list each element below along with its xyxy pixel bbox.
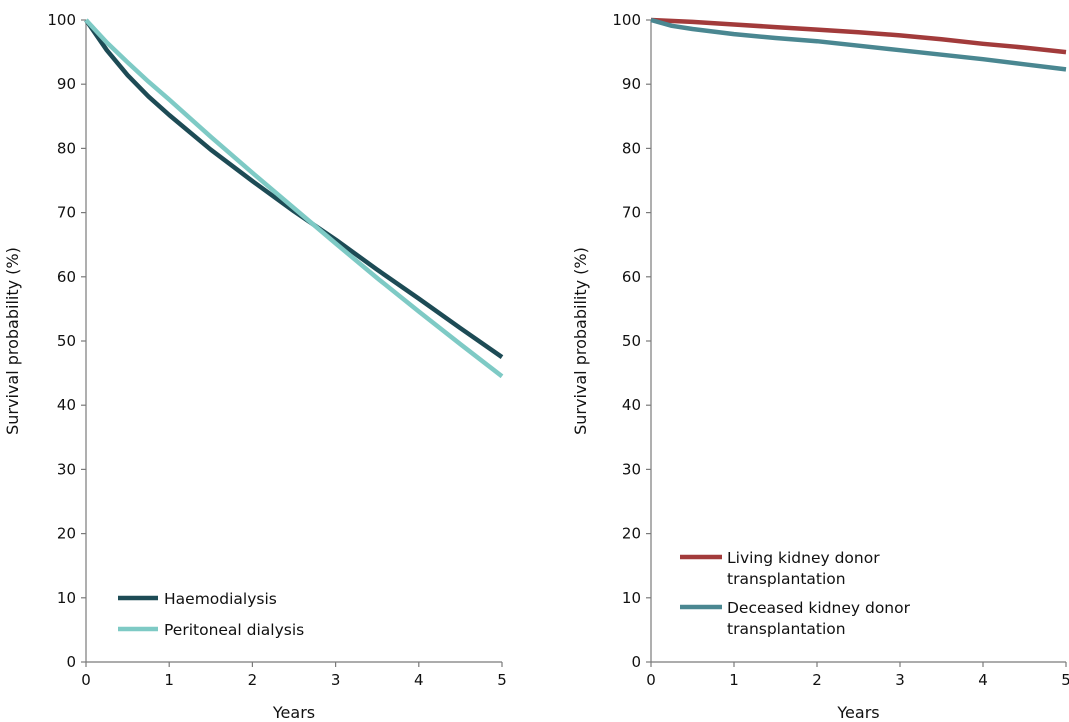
y-axis-title: Survival probability (%) (571, 247, 590, 435)
y-tick-label: 80 (57, 139, 76, 157)
y-tick-label: 40 (57, 396, 76, 414)
y-tick-label: 20 (57, 525, 76, 543)
x-tick-label: 2 (248, 671, 258, 689)
x-tick-label: 0 (646, 671, 656, 689)
x-tick-label: 0 (81, 671, 91, 689)
y-tick-label: 70 (622, 204, 641, 222)
x-tick-label: 2 (812, 671, 822, 689)
x-tick-label: 3 (331, 671, 341, 689)
x-tick-label: 5 (497, 671, 507, 689)
legend-label: Living kidney donor transplantation (727, 549, 880, 588)
y-tick-label: 80 (622, 139, 641, 157)
series-line-1 (84, 18, 504, 359)
y-tick-label: 90 (57, 75, 76, 93)
y-tick-label: 30 (57, 460, 76, 478)
series-line-2 (84, 18, 504, 379)
y-axis-title: Survival probability (%) (3, 247, 22, 435)
legend: Haemodialysis Peritoneal dialysis (118, 590, 304, 639)
y-tick-label: 60 (622, 268, 641, 286)
legend-label: Peritoneal dialysis (164, 621, 304, 639)
y-tick-label: 40 (622, 396, 641, 414)
series-line-1 (650, 17, 1067, 55)
y-tick-label: 60 (57, 268, 76, 286)
chart-panel-transplantation: 0 10 20 30 40 50 60 70 80 90 100 0 1 2 3 4 5 Years Surviva… (571, 11, 1069, 722)
y-tick-label: 30 (622, 460, 641, 478)
y-tick-label: 20 (622, 525, 641, 543)
y-tick-label: 90 (622, 75, 641, 93)
x-tick-label: 4 (978, 671, 988, 689)
legend-label: Haemodialysis (164, 590, 277, 608)
series-line-2 (650, 17, 1067, 72)
legend: Living kidney donor transplantation Deceas… (680, 549, 911, 638)
y-tick-label: 100 (612, 11, 641, 29)
x-axis-title: Years (272, 703, 315, 722)
x-axis-title: Years (836, 703, 879, 722)
x-tick-label: 1 (729, 671, 739, 689)
y-tick-label: 50 (57, 332, 76, 350)
x-tick-label: 4 (414, 671, 424, 689)
x-tick-label: 1 (164, 671, 174, 689)
y-tick-label: 0 (66, 653, 76, 671)
y-tick-label: 70 (57, 204, 76, 222)
y-tick-label: 50 (622, 332, 641, 350)
y-tick-label: 100 (47, 11, 76, 29)
y-tick-label: 0 (631, 653, 641, 671)
chart-panel-dialysis: 0 10 20 30 40 50 60 70 80 90 100 0 1 2 3 4 5 Years Surviva… (3, 11, 507, 722)
legend-label: Deceased kidney donor transplantation (727, 599, 911, 638)
x-tick-label: 5 (1061, 671, 1069, 689)
y-tick-label: 10 (57, 589, 76, 607)
x-tick-label: 3 (895, 671, 905, 689)
plot-area (86, 20, 502, 662)
y-tick-label: 10 (622, 589, 641, 607)
